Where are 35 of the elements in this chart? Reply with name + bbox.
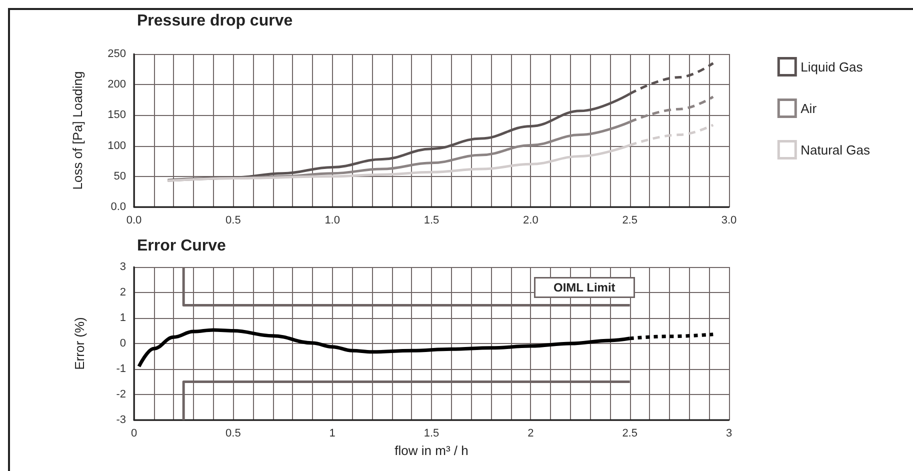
x-tick-label: 2.5 bbox=[622, 214, 638, 226]
x-axis-title: flow in m³ / h bbox=[394, 443, 468, 458]
x-tick-label: 1.0 bbox=[324, 214, 340, 226]
y-axis-title: Error (%) bbox=[72, 317, 87, 370]
y-tick-label: 2 bbox=[120, 286, 126, 298]
y-axis-title: Loss of [Pa] Loading bbox=[70, 71, 85, 190]
legend-label: Natural Gas bbox=[800, 142, 870, 158]
x-tick-label: 0.5 bbox=[226, 428, 241, 440]
y-tick-label: 3 bbox=[120, 261, 126, 273]
y-tick-label: 0.0 bbox=[110, 201, 126, 213]
chart-title: Pressure drop curve bbox=[137, 12, 293, 30]
x-tick-label: 2.5 bbox=[622, 428, 638, 440]
y-tick-label: 150 bbox=[108, 109, 126, 122]
x-tick-label: 2.0 bbox=[523, 214, 538, 226]
y-tick-label: 0 bbox=[120, 338, 126, 350]
y-tick-label: -3 bbox=[116, 414, 126, 426]
y-tick-label: 1 bbox=[120, 312, 126, 324]
x-tick-label: 0.5 bbox=[226, 214, 241, 226]
y-tick-label: 100 bbox=[108, 140, 126, 152]
x-tick-label: 3 bbox=[726, 428, 732, 440]
legend-label: Liquid Gas bbox=[800, 59, 864, 74]
x-tick-label: 2 bbox=[528, 428, 534, 440]
y-tick-label: 250 bbox=[108, 48, 126, 60]
annotation: OIML Limit bbox=[554, 280, 616, 294]
x-tick-label: 1 bbox=[329, 428, 336, 440]
x-tick-label: 3.0 bbox=[721, 214, 737, 226]
y-tick-label: -2 bbox=[116, 388, 126, 400]
y-tick-label: 50 bbox=[114, 170, 126, 182]
chart-title: Error Curve bbox=[137, 238, 226, 254]
x-tick-label: 1.5 bbox=[424, 214, 440, 226]
x-tick-label: 1.5 bbox=[424, 428, 440, 440]
legend-label: Air bbox=[800, 100, 818, 116]
y-tick-label: -1 bbox=[116, 363, 126, 375]
y-tick-label: 200 bbox=[108, 78, 126, 91]
x-tick-label: 0 bbox=[130, 428, 138, 440]
